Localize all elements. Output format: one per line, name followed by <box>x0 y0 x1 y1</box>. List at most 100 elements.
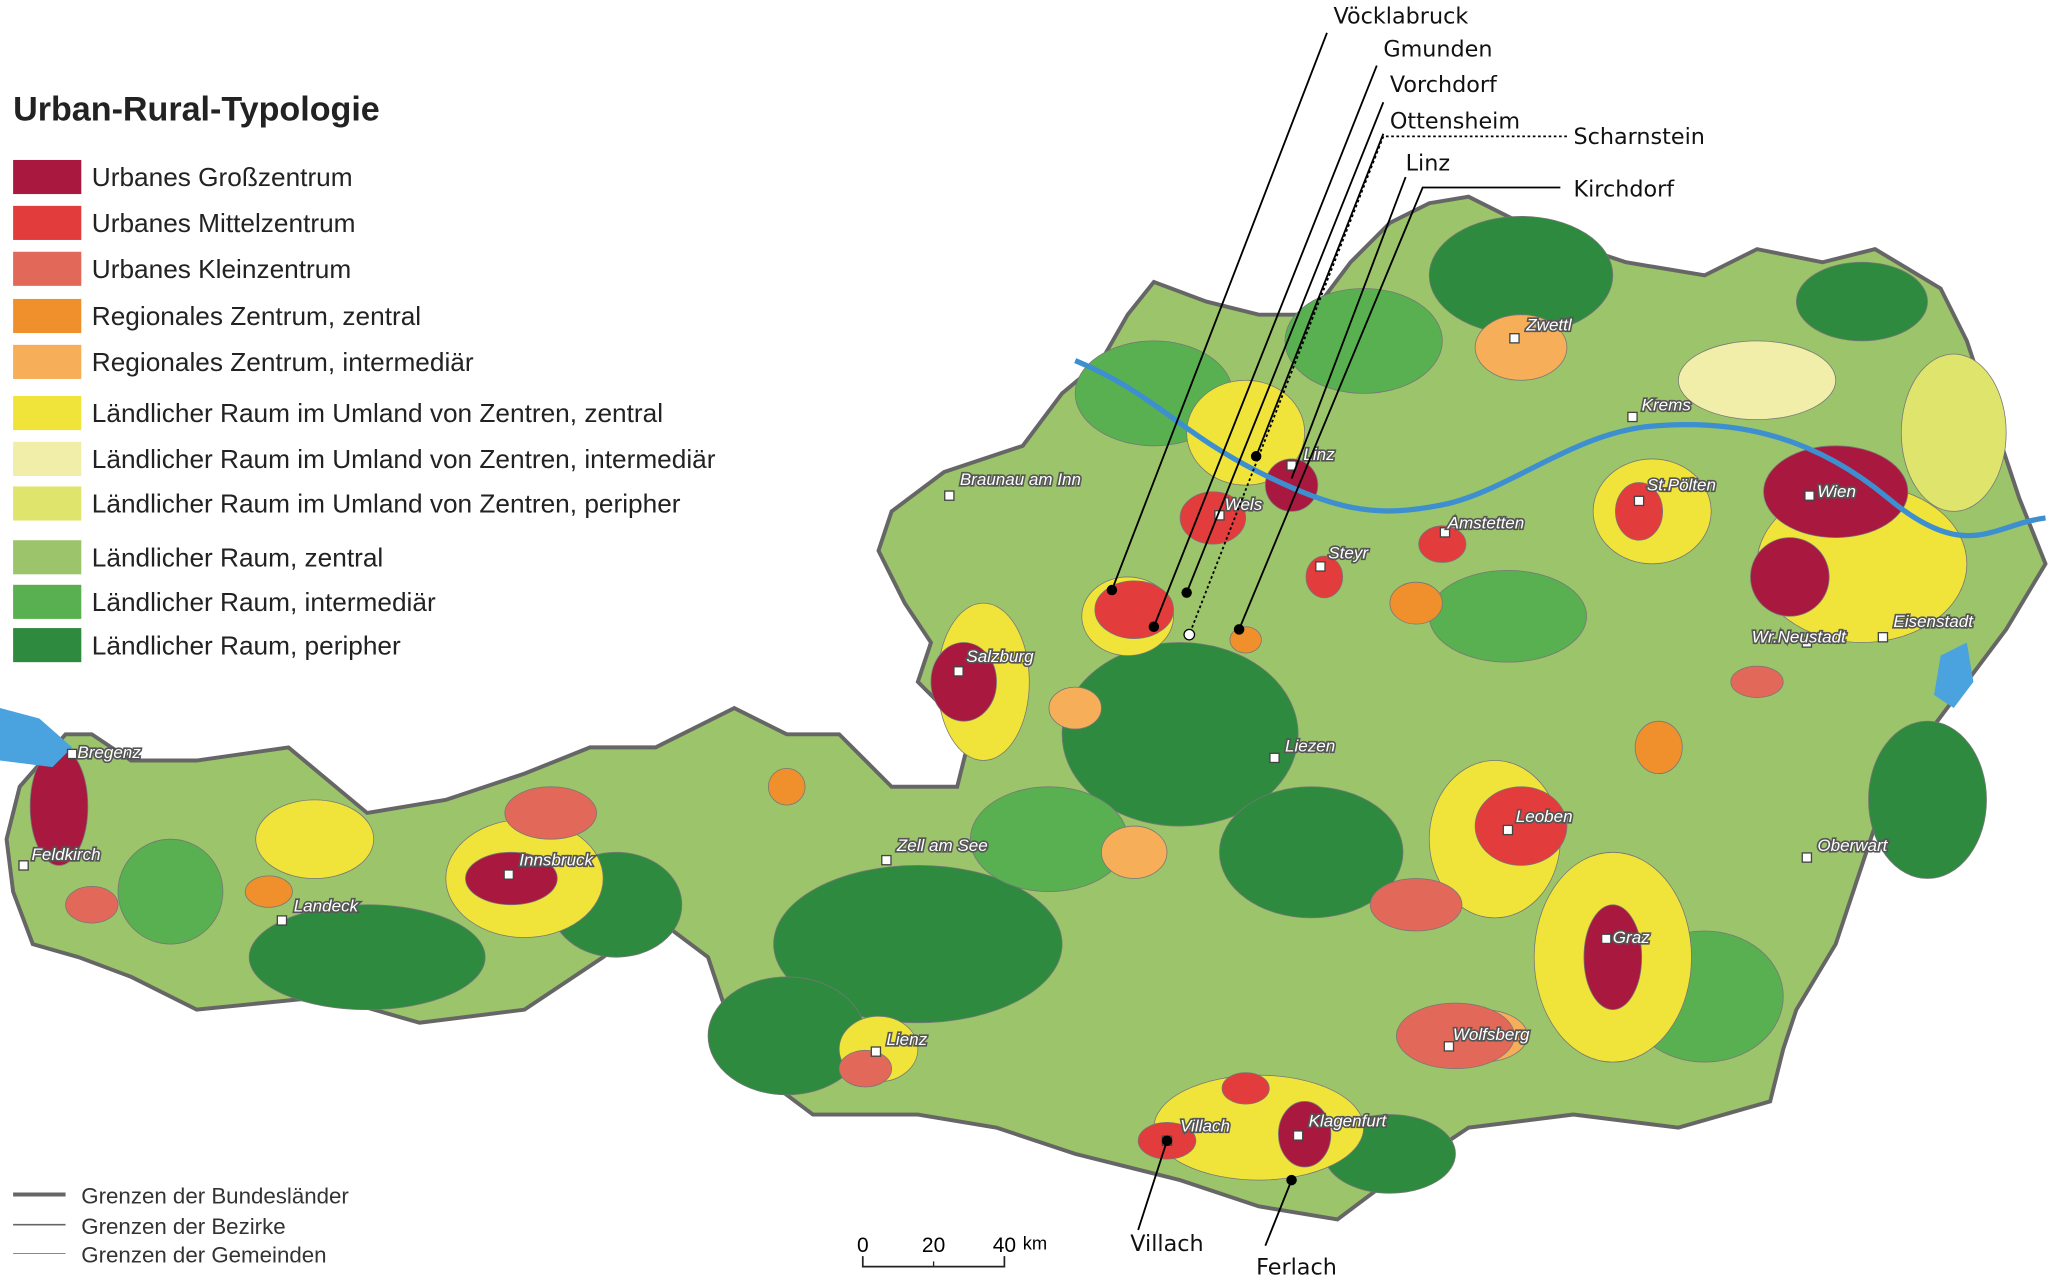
city-label: Steyr <box>1328 544 1369 563</box>
callout-label: Scharnstein <box>1573 124 1704 150</box>
callout-label: Vorchdorf <box>1390 72 1498 98</box>
city-marker <box>1443 1041 1455 1052</box>
legend: Urbanes Großzentrum Urbanes Mittelzentrum… <box>13 159 716 663</box>
city-marker <box>944 490 955 501</box>
city-label: Graz <box>1613 928 1650 947</box>
legend-swatch <box>13 441 82 476</box>
regions <box>29 215 2007 1194</box>
region <box>1048 686 1102 730</box>
boundary-label: Grenzen der Bezirke <box>81 1214 285 1239</box>
region <box>1795 261 1928 342</box>
city-label: Klagenfurt <box>1309 1111 1388 1130</box>
city-label: Eisenstadt <box>1893 612 1974 631</box>
region <box>1094 580 1174 639</box>
city-label: Innsbruck <box>519 850 594 869</box>
region <box>1278 1101 1332 1168</box>
region <box>1615 482 1664 541</box>
city-label: Braunau am Inn <box>960 470 1081 489</box>
region <box>244 875 293 908</box>
region <box>504 786 598 840</box>
city-marker <box>1315 561 1326 572</box>
region <box>1868 720 1987 879</box>
legend-swatch <box>13 584 82 619</box>
legend-label: Ländlicher Raum, zentral <box>92 542 383 572</box>
callout-line <box>1153 65 1378 628</box>
region <box>1428 569 1587 663</box>
legend-label: Ländlicher Raum, intermediär <box>92 587 436 617</box>
region <box>1583 904 1643 1011</box>
region <box>1900 353 2007 512</box>
city-label: Zwettl <box>1525 315 1573 334</box>
city-marker <box>870 1046 882 1057</box>
region <box>255 799 375 879</box>
city-marker <box>1439 527 1451 538</box>
callout-label: Vöcklabruck <box>1334 4 1469 30</box>
city-marker <box>881 854 892 866</box>
city-marker <box>66 748 78 760</box>
callout-label: Gmunden <box>1383 36 1492 62</box>
city-label: Wien <box>1817 482 1856 501</box>
region <box>1763 445 1909 538</box>
region <box>248 904 486 1011</box>
city-label: Landeck <box>294 896 360 915</box>
region <box>1179 491 1247 545</box>
city-marker <box>1627 411 1638 423</box>
legend-label: Ländlicher Raum im Umland von Zentren, i… <box>92 444 716 474</box>
callout-label: Ottensheim <box>1390 109 1520 135</box>
city-label: Wolfsberg <box>1453 1025 1530 1044</box>
city-marker <box>1801 637 1813 648</box>
city-marker <box>1601 933 1612 945</box>
legend-label: Ländlicher Raum, peripher <box>92 630 401 660</box>
callout-dot <box>1233 624 1245 635</box>
region <box>1750 537 1830 617</box>
legend-label: Urbanes Mittelzentrum <box>92 208 356 238</box>
scale-bar: 0 20 40 km <box>857 1233 1047 1268</box>
legend-label: Ländlicher Raum im Umland von Zentren, z… <box>92 398 663 428</box>
city-label: Linz <box>1303 445 1335 464</box>
region <box>1061 642 1299 827</box>
city-label: Lienz <box>886 1030 927 1049</box>
city-label: Liezen <box>1285 736 1335 755</box>
city-marker <box>276 915 288 926</box>
region <box>117 838 224 945</box>
lake <box>1934 642 1974 709</box>
region <box>1418 525 1467 563</box>
callouts: Vöcklabruck Gmunden Vorchdorf Ottensheim… <box>1106 4 1705 1281</box>
legend-swatch <box>13 395 82 431</box>
callout-dot <box>1161 1135 1173 1147</box>
callout-line <box>1111 32 1328 591</box>
scale-unit: km <box>1023 1233 1047 1254</box>
city-marker <box>1801 852 1813 863</box>
city-label: Villach <box>1180 1117 1230 1136</box>
legend-label: Urbanes Kleinzentrum <box>92 254 351 284</box>
region <box>969 786 1129 893</box>
region <box>1369 878 1463 932</box>
callout-dot <box>1181 587 1192 598</box>
scale-label: 0 <box>857 1234 869 1257</box>
boundary-label: Grenzen der Bundesländer <box>81 1184 349 1209</box>
legend-label: Urbanes Großzentrum <box>92 162 353 192</box>
city-marker <box>18 860 29 871</box>
city-marker <box>503 869 514 880</box>
city-marker <box>1269 752 1280 764</box>
city-label: Wels <box>1225 495 1263 514</box>
callout-line <box>1185 101 1385 594</box>
river <box>1074 358 2046 539</box>
city-label: Wr.Neustadt <box>1752 628 1847 647</box>
city-label: Krems <box>1642 395 1692 414</box>
callout-line <box>1238 186 1561 630</box>
legend-swatch <box>13 344 82 379</box>
region <box>1219 786 1404 919</box>
region <box>1677 340 1837 420</box>
callout-label: Villach <box>1130 1231 1203 1257</box>
legend-swatch <box>13 540 82 575</box>
legend-label: Regionales Zentrum, intermediär <box>92 347 474 377</box>
region <box>1389 581 1443 625</box>
title: Urban-Rural-Typologie <box>13 91 380 129</box>
callout-label: Kirchdorf <box>1573 177 1675 203</box>
city-label: Salzburg <box>966 647 1034 666</box>
scale-label: 40 <box>993 1234 1016 1257</box>
scale-label: 20 <box>922 1234 945 1257</box>
region <box>1474 786 1568 866</box>
